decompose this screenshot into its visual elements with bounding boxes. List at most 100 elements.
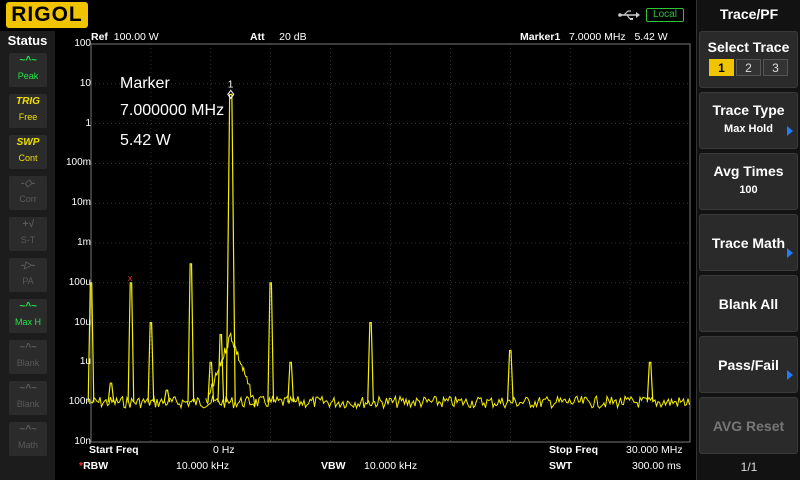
status-item-label: Blank	[16, 358, 40, 368]
rbw-value[interactable]: 10.000 kHz	[176, 460, 230, 472]
y-tick-label: 100u	[68, 276, 91, 288]
trace-peak-2	[127, 282, 135, 403]
rigol-logo: RIGOL	[6, 2, 88, 28]
start-freq-label: Start Freq	[89, 444, 139, 456]
marker-1-number: 1	[228, 79, 234, 90]
status-free-icon: TRIG	[16, 96, 40, 107]
status-max-h-button[interactable]: ~^~ Max H	[9, 299, 47, 333]
status-cont-button[interactable]: SWP Cont	[9, 135, 47, 169]
start-freq-value[interactable]: 0 Hz	[213, 444, 235, 456]
trace-peak-9	[267, 282, 275, 403]
y-tick-label: 1	[85, 117, 91, 129]
y-tick-label: 10m	[71, 197, 91, 209]
trace-peak-10	[287, 361, 295, 403]
status-pa-button[interactable]: -▷- PA	[9, 258, 47, 292]
trace-peak-5	[187, 263, 195, 403]
marker-box-title: Marker	[120, 75, 170, 92]
peak-search-icon: x	[128, 273, 133, 283]
stop-freq-label: Stop Freq	[549, 444, 598, 456]
status-item-label: Cont	[18, 153, 38, 163]
trace-peak-6	[207, 361, 215, 403]
submenu-arrow-icon	[787, 370, 793, 380]
status-math-button[interactable]: ~^~ Math	[9, 422, 47, 456]
status-free-button[interactable]: TRIG Free	[9, 94, 47, 128]
trace-peak-0	[87, 282, 95, 403]
trace-option-3[interactable]: 3	[763, 59, 788, 76]
swt-value[interactable]: 300.00 ms	[632, 460, 682, 472]
trace-peak-8	[225, 93, 236, 403]
rbw-label: *RBW	[79, 460, 109, 472]
trace-math-button[interactable]: Trace Math	[699, 214, 798, 271]
status-s-t-icon: +√	[22, 219, 34, 230]
status-corr-icon: -◇-	[20, 178, 36, 189]
y-tick-label: 10	[79, 77, 91, 89]
trace-peak-12	[506, 349, 514, 403]
local-badge: Local	[646, 8, 684, 22]
status-cont-icon: SWP	[16, 137, 40, 148]
status-item-label: Math	[17, 440, 38, 450]
spectrum-plot: 1x	[87, 43, 691, 443]
status-item-label: S-T	[20, 235, 36, 245]
status-s-t-button[interactable]: +√ S-T	[9, 217, 47, 251]
y-tick-label: 100m	[65, 157, 91, 169]
menu-page-indicator: 1/1	[740, 460, 758, 474]
y-tick-label: 1m	[77, 237, 91, 248]
pass-fail-button[interactable]: Pass/Fail	[699, 336, 798, 393]
status-sidebar: Status ~^~ Peak TRIG Free SWP Cont -◇- Corr +√ S-…	[0, 31, 55, 480]
trace-type-button[interactable]: Trace Type Max Hold	[699, 92, 798, 149]
trace-carrier-skirt	[205, 331, 257, 407]
status-corr-button[interactable]: -◇- Corr	[9, 176, 47, 210]
status-item-label: Blank	[16, 399, 40, 409]
y-tick-label: 10n	[74, 436, 91, 447]
blank-all-button[interactable]: Blank All	[699, 275, 798, 332]
submenu-arrow-icon	[787, 248, 793, 258]
y-tick-label: 1u	[79, 356, 91, 368]
status-blank-icon: ~^~	[19, 342, 37, 353]
attenuation[interactable]: Att 20 dB	[250, 31, 307, 43]
swt-label: SWT	[549, 460, 573, 472]
marker-1-icon	[227, 89, 235, 100]
status-blank-button[interactable]: ~^~ Blank	[9, 340, 47, 374]
trace-peak-13	[646, 361, 654, 403]
ref-level[interactable]: Ref 100.00 W	[91, 31, 159, 43]
status-math-icon: ~^~	[19, 424, 37, 435]
top-bar: RIGOL Local	[0, 0, 696, 31]
trace-option-2[interactable]: 2	[736, 59, 761, 76]
status-blank-button[interactable]: ~^~ Blank	[9, 381, 47, 415]
status-blank-icon: ~^~	[19, 383, 37, 394]
trace-option-1[interactable]: 1	[709, 59, 734, 76]
vbw-value[interactable]: 10.000 kHz	[364, 460, 418, 472]
trace-noise-floor	[90, 394, 690, 410]
avg-times-value: 100	[739, 184, 758, 196]
trace-peak-1	[107, 382, 115, 403]
status-peak-icon: ~^~	[19, 55, 37, 66]
stop-freq-value[interactable]: 30.000 MHz	[626, 444, 683, 456]
marker-readout: Marker1 7.0000 MHz 5.42 W	[520, 31, 668, 43]
trace-type-value: Max Hold	[724, 123, 773, 135]
menu-title: Trace/PF	[719, 6, 779, 22]
status-title: Status	[7, 33, 48, 48]
usb-icon	[618, 10, 640, 20]
marker-box-power: 5.42 W	[120, 132, 171, 149]
marker-box-freq: 7.000000 MHz	[120, 102, 225, 119]
submenu-arrow-icon	[787, 126, 793, 136]
status-item-label: Peak	[17, 71, 39, 81]
y-tick-label: 100	[74, 38, 91, 49]
trace-peak-4	[163, 389, 171, 403]
vbw-label: VBW	[321, 460, 346, 472]
status-item-label: PA	[22, 276, 34, 286]
trace-peak-11	[367, 322, 374, 403]
status-item-label: Free	[18, 112, 38, 122]
status-max-h-icon: ~^~	[19, 301, 37, 312]
status-item-label: Max H	[14, 317, 41, 327]
status-pa-icon: -▷-	[20, 260, 36, 271]
status-item-label: Corr	[19, 194, 37, 204]
avg-times-button[interactable]: Avg Times 100	[699, 153, 798, 210]
y-tick-label: 100n	[68, 396, 91, 408]
status-peak-button[interactable]: ~^~ Peak	[9, 53, 47, 87]
avg-reset-button[interactable]: AVG Reset	[699, 397, 798, 454]
